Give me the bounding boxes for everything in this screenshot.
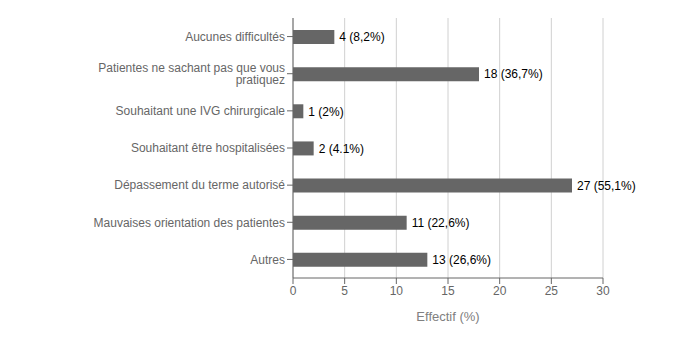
svg-text:15: 15 (441, 284, 455, 298)
svg-text:Effectif (%): Effectif (%) (416, 309, 479, 324)
svg-text:4 (8,2%): 4 (8,2%) (339, 30, 384, 44)
svg-text:20: 20 (493, 284, 507, 298)
svg-text:5: 5 (341, 284, 348, 298)
svg-text:Souhaitant être hospitalisées: Souhaitant être hospitalisées (131, 141, 285, 155)
svg-text:18 (36,7%): 18 (36,7%) (484, 67, 543, 81)
svg-text:Patientes ne sachant pas que v: Patientes ne sachant pas que vouspratiqu… (98, 61, 285, 87)
svg-text:Aucunes difficultés: Aucunes difficultés (185, 30, 285, 44)
svg-text:2 (4.1%): 2 (4.1%) (319, 142, 364, 156)
svg-text:Mauvaises orientation des pati: Mauvaises orientation des patientes (94, 216, 285, 230)
svg-text:10: 10 (390, 284, 404, 298)
svg-text:27 (55,1%): 27 (55,1%) (577, 179, 636, 193)
svg-text:13 (26,6%): 13 (26,6%) (432, 253, 491, 267)
svg-text:30: 30 (596, 284, 610, 298)
svg-text:Dépassement du terme autorisé: Dépassement du terme autorisé (114, 178, 285, 192)
svg-text:11 (22,6%): 11 (22,6%) (412, 216, 470, 230)
svg-text:25: 25 (545, 284, 559, 298)
svg-text:Autres: Autres (250, 253, 285, 267)
svg-text:1 (2%): 1 (2%) (308, 105, 343, 119)
svg-text:0: 0 (290, 284, 297, 298)
svg-text:Souhaitant une IVG chirurgical: Souhaitant une IVG chirurgicale (116, 104, 286, 118)
